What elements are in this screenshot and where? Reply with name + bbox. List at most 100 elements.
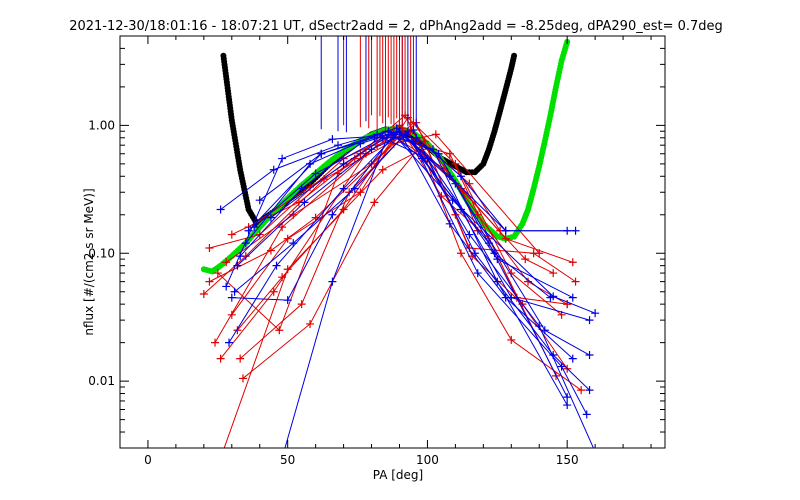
flux-point xyxy=(473,269,482,278)
flux-point xyxy=(230,287,239,296)
flux-point xyxy=(521,255,530,264)
flux-point xyxy=(546,293,555,302)
vertical-marker-layer xyxy=(320,36,417,134)
flux-point xyxy=(563,401,572,410)
flux-point xyxy=(283,296,292,305)
flux-point xyxy=(370,133,379,142)
flux-point xyxy=(199,290,208,299)
flux-point xyxy=(216,205,225,214)
flux-point xyxy=(493,255,502,264)
flux-point xyxy=(328,210,337,219)
flux-point xyxy=(456,172,465,181)
flux-point xyxy=(275,326,284,335)
flux-line-red xyxy=(239,121,576,359)
flux-point xyxy=(213,269,222,278)
flux-point xyxy=(211,338,220,347)
flux-point xyxy=(568,354,577,363)
flux-point xyxy=(339,159,348,168)
flux-point xyxy=(490,249,499,258)
y-tick-label: 1.00 xyxy=(88,118,115,132)
flux-point xyxy=(227,293,236,302)
flux-point xyxy=(501,234,510,243)
flux-line-blue xyxy=(270,131,551,298)
flux-point xyxy=(412,133,421,142)
flux-point xyxy=(272,261,281,270)
x-tick-label: 150 xyxy=(556,453,579,467)
flux-line-blue xyxy=(248,130,568,398)
flux-point xyxy=(535,249,544,258)
flux-point xyxy=(339,205,348,214)
flux-point xyxy=(297,300,306,309)
flux-point xyxy=(222,258,231,267)
flux-point xyxy=(431,130,440,139)
flux-line-red xyxy=(209,133,540,283)
flux-point xyxy=(568,293,577,302)
x-tick-label: 0 xyxy=(144,453,152,467)
chart-title: 2021-12-30/18:01:16 - 18:07:21 UT, dSect… xyxy=(69,19,723,34)
y-tick-label: 0.10 xyxy=(88,246,115,260)
flux-point xyxy=(300,198,309,207)
flux-point xyxy=(233,326,242,335)
flux-point xyxy=(255,196,264,205)
flux-point xyxy=(205,277,214,286)
flux-point xyxy=(563,226,572,235)
flux-point xyxy=(269,165,278,174)
flux-point xyxy=(216,354,225,363)
flux-point xyxy=(289,239,298,248)
flux-point xyxy=(269,287,278,296)
flux-point xyxy=(465,230,474,239)
flux-point xyxy=(244,226,253,235)
flux-point xyxy=(507,335,516,344)
flux-point xyxy=(250,223,259,232)
flux-point xyxy=(227,230,236,239)
flux-point xyxy=(445,219,454,228)
flux-point xyxy=(266,246,275,255)
x-axis-label: PA [deg] xyxy=(373,468,423,482)
flux-line-red xyxy=(242,140,568,379)
flux-point xyxy=(591,309,600,318)
flux-point xyxy=(328,135,337,144)
flux-point xyxy=(577,386,586,395)
flux-point xyxy=(306,319,315,328)
flux-point xyxy=(563,393,572,402)
series-layer xyxy=(199,38,600,462)
flux-point xyxy=(535,321,544,330)
flux-point xyxy=(549,269,558,278)
plot-frame xyxy=(119,35,666,449)
flux-point xyxy=(434,149,443,158)
flux-point xyxy=(278,223,287,232)
flux-point xyxy=(236,252,245,261)
flux-point xyxy=(501,293,510,302)
flux-line-red xyxy=(203,133,406,295)
flux-point xyxy=(585,351,594,360)
flux-point xyxy=(456,249,465,258)
curve-point xyxy=(511,52,518,59)
flux-point xyxy=(339,184,348,193)
flux-point xyxy=(370,198,379,207)
flux-line-blue xyxy=(245,133,594,448)
flux-point xyxy=(571,226,580,235)
y-tick-label: 0.01 xyxy=(88,374,115,388)
y-axis-label: nflux [#/(cm2 s sr MeV)] xyxy=(82,188,96,335)
flux-point xyxy=(493,277,502,286)
flux-line-blue xyxy=(284,133,568,448)
flux-point xyxy=(241,239,250,248)
flux-point xyxy=(420,137,429,146)
flux-point xyxy=(236,354,245,363)
flux-point xyxy=(266,213,275,222)
flux-point xyxy=(217,454,225,462)
flux-line-red xyxy=(220,127,554,359)
axes-layer: 0 50 100 150 0.01 0.10 1.00 xyxy=(88,35,666,467)
x-tick-label: 50 xyxy=(280,453,295,467)
flux-point xyxy=(311,169,320,178)
flux-line-red xyxy=(223,148,582,448)
x-tick-label: 100 xyxy=(416,453,439,467)
flux-point xyxy=(283,265,292,274)
flux-point xyxy=(423,154,432,163)
flux-point xyxy=(227,310,236,319)
flux-point xyxy=(317,149,326,158)
flux-point xyxy=(585,386,594,395)
flux-point xyxy=(582,410,591,419)
flux-point xyxy=(594,447,596,448)
